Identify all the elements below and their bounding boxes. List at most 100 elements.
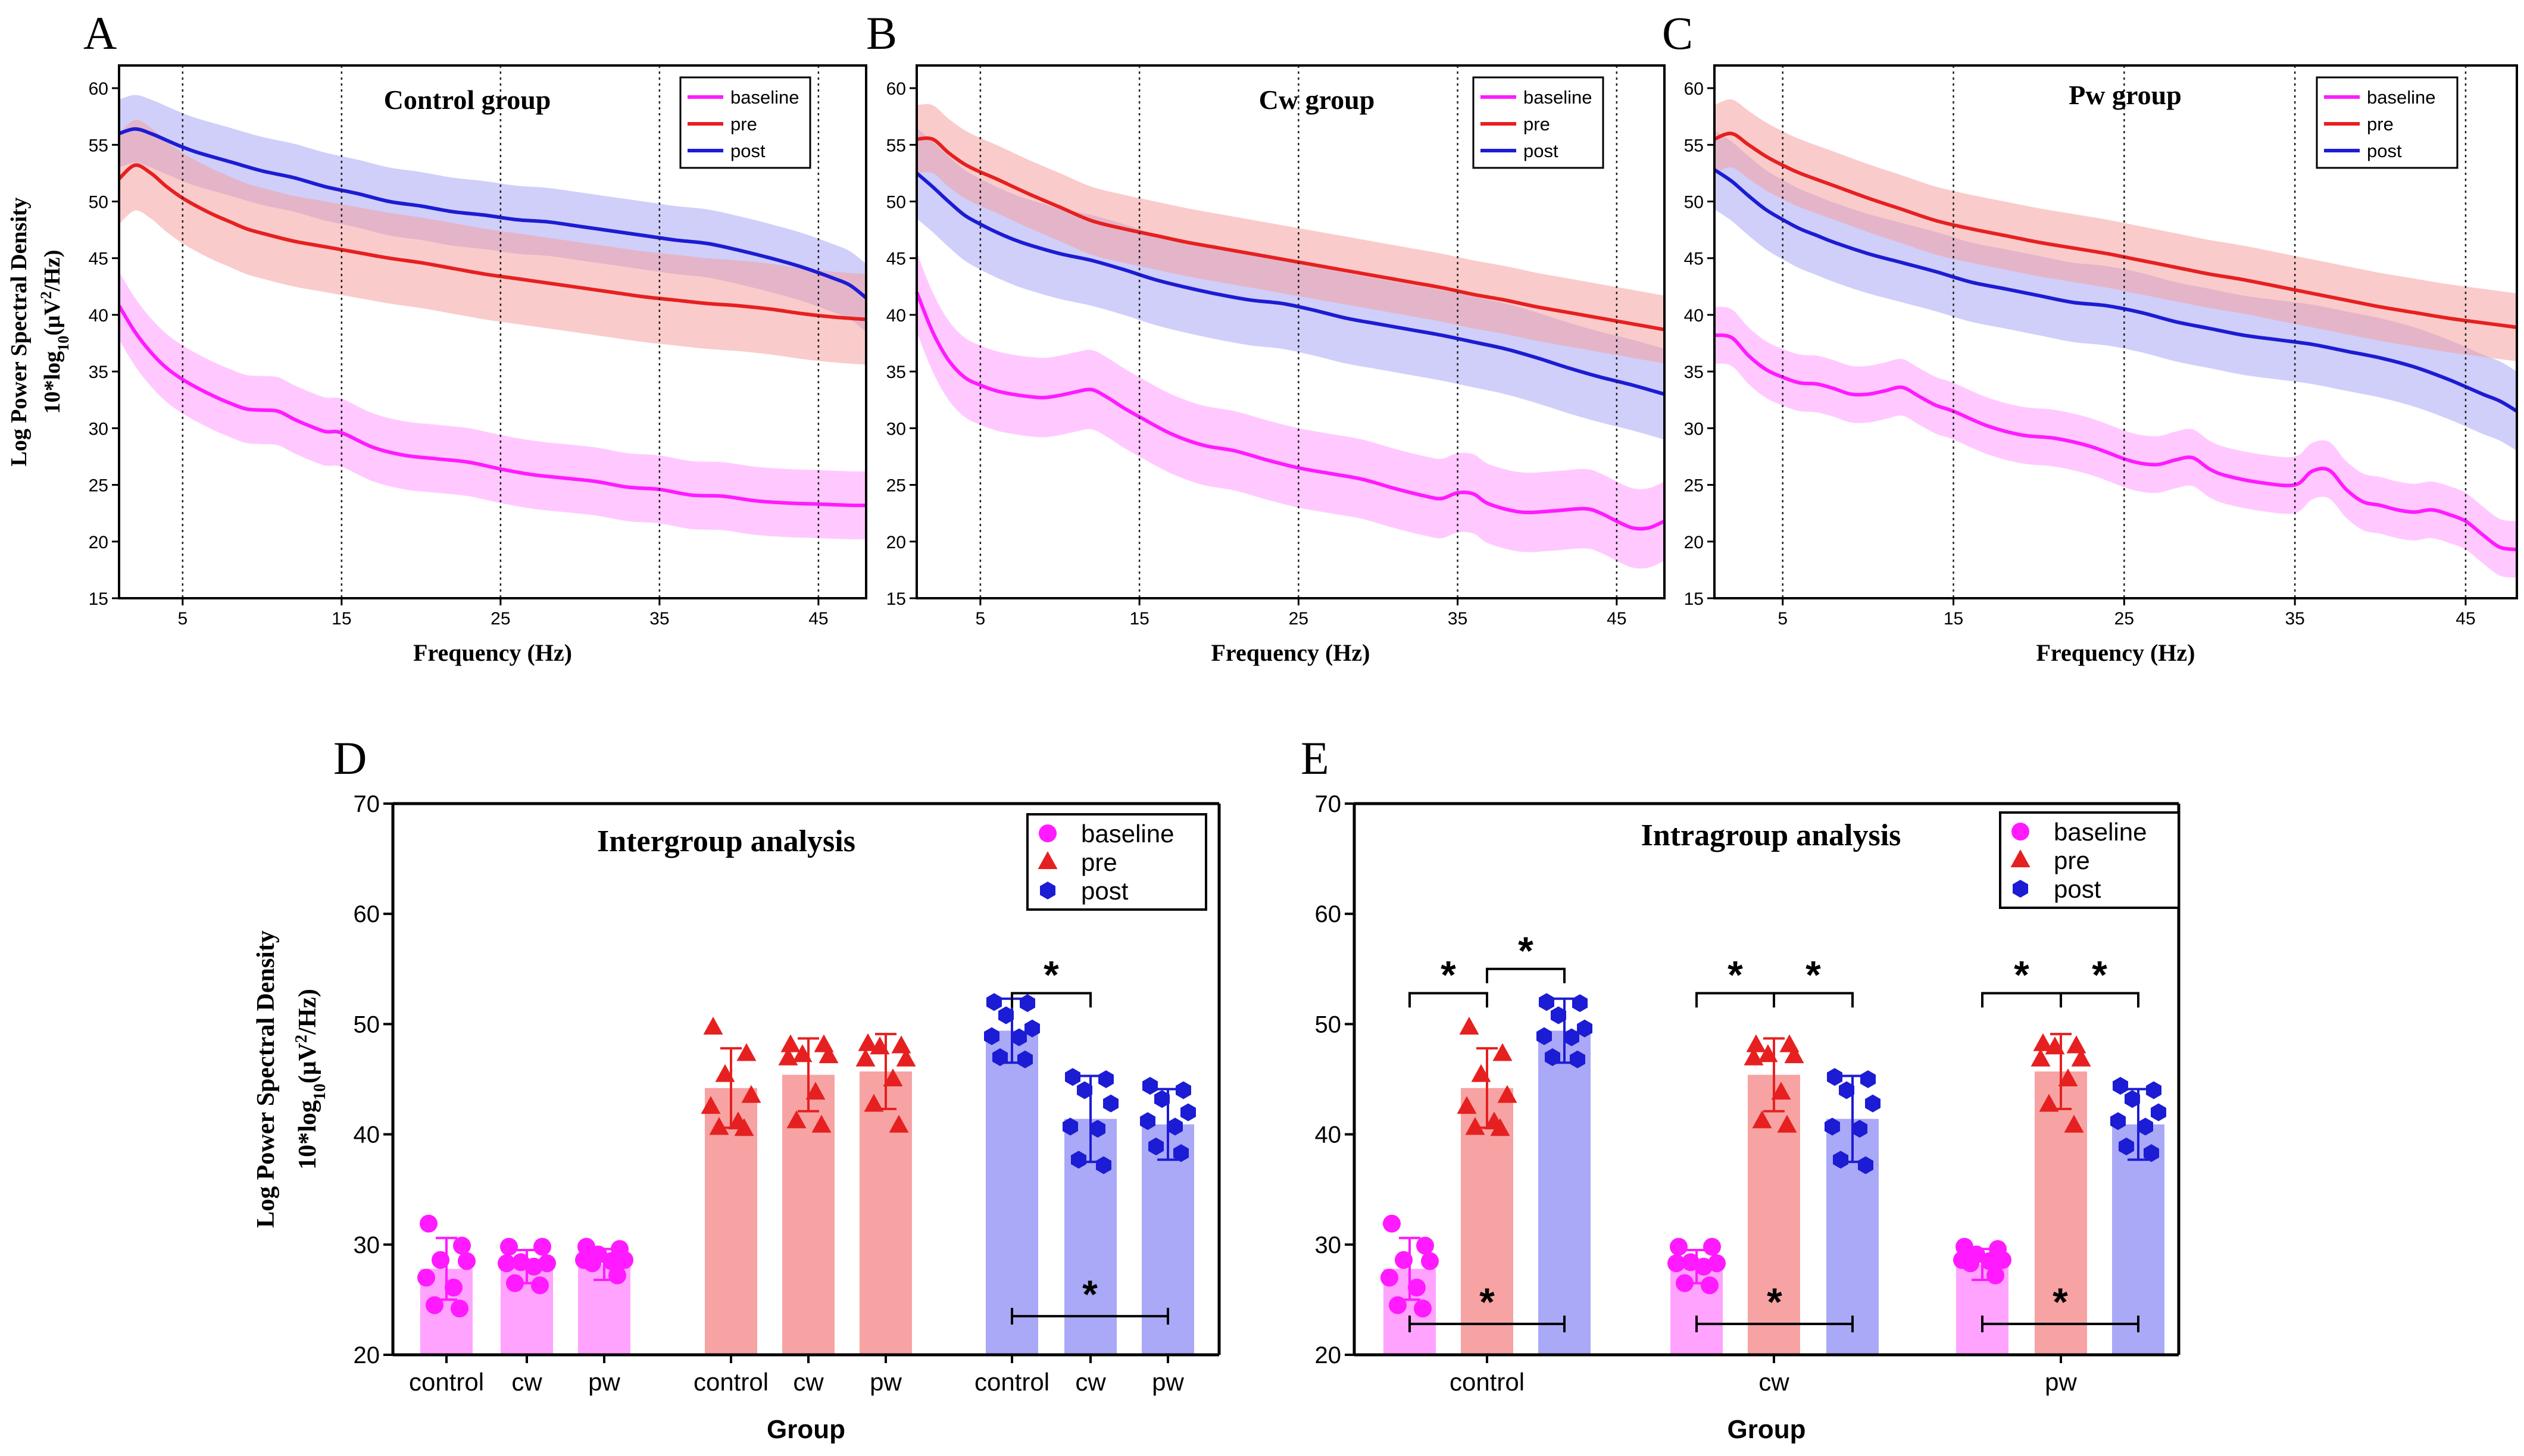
post-data-point: [1103, 1094, 1119, 1113]
pre-data-point: [1459, 1016, 1479, 1035]
x-tick-label: pw: [588, 1368, 620, 1396]
post-data-point: [1063, 1117, 1078, 1136]
y-tick-label: 50: [1315, 1011, 1342, 1038]
post-data-point: [1142, 1077, 1158, 1095]
post-data-point: [1098, 1070, 1114, 1088]
x-axis-label: Group: [767, 1415, 845, 1444]
post-data-point: [1167, 1117, 1183, 1136]
baseline-confidence-band: [1714, 307, 2517, 578]
pre-data-point: [1771, 1082, 1791, 1100]
post-data-point: [1154, 1090, 1170, 1108]
y-tick-label: 50: [354, 1011, 380, 1038]
y-tick-label: 70: [1315, 791, 1342, 817]
post-data-point: [1065, 1068, 1080, 1086]
pre-legend-swatch: [2010, 849, 2031, 867]
post-data-point: [1564, 1028, 1579, 1046]
pre-data-point: [734, 1118, 754, 1136]
post-legend-label: post: [730, 140, 766, 161]
post-line: [916, 171, 1665, 396]
y-axis-label-units: 10*log10(μV2/Hz): [38, 250, 72, 414]
post-data-point: [1577, 1019, 1592, 1038]
post-data-point: [1833, 1151, 1848, 1169]
y-tick-label: 55: [1684, 136, 1704, 155]
y-tick-label: 50: [89, 193, 108, 213]
pre-data-point: [1752, 1110, 1772, 1129]
x-axis-label: Frequency (Hz): [2036, 639, 2195, 666]
y-tick-label: 50: [1684, 193, 1704, 213]
baseline-data-point: [500, 1238, 518, 1256]
baseline-line: [117, 305, 867, 508]
baseline-data-point: [1994, 1251, 2011, 1269]
legend-box: [1999, 811, 2180, 909]
x-tick-label: 15: [1944, 609, 1963, 629]
y-tick-label: 40: [89, 306, 108, 326]
baseline-data-point: [458, 1252, 476, 1270]
baseline-data-point: [602, 1252, 620, 1270]
post-data-point: [2125, 1090, 2140, 1108]
x-tick-label: pw: [1152, 1368, 1184, 1396]
significance-marker: *: [1695, 953, 1775, 1008]
x-tick-label: 35: [1448, 609, 1467, 629]
post-data-point: [2138, 1117, 2153, 1136]
pre-error-bar: [2050, 1033, 2072, 1111]
pre-data-point: [780, 1034, 801, 1052]
plot-frame: [916, 64, 1666, 599]
pre-data-point: [701, 1096, 721, 1114]
post-line: [1713, 168, 2518, 413]
y-tick-label: 40: [886, 306, 906, 326]
y-tick-label: 45: [89, 249, 108, 269]
pre-error-bar: [875, 1033, 896, 1111]
post-data-point: [1539, 993, 1554, 1011]
significance-marker: *: [1695, 1280, 1854, 1333]
baseline-data-point: [1986, 1266, 2004, 1285]
x-tick-label: control: [409, 1368, 484, 1396]
baseline-data-point: [1701, 1276, 1719, 1295]
x-tick-label: control: [974, 1368, 1049, 1396]
x-tick-label: 45: [2456, 609, 2475, 629]
post-legend-label: post: [2054, 875, 2101, 903]
post-data-point: [1825, 1117, 1840, 1136]
chart-title: Intergroup analysis: [597, 824, 855, 858]
baseline-confidence-band: [917, 252, 1664, 569]
chart-title: Cw group: [1259, 85, 1375, 115]
post-data-point: [986, 993, 1002, 1011]
significance-star: *: [1518, 929, 1533, 973]
y-tick-label: 55: [89, 136, 108, 155]
legend-box: [1026, 813, 1207, 911]
post-data-point: [1572, 994, 1588, 1013]
x-tick-label: pw: [2045, 1368, 2077, 1396]
y-tick-label: 60: [89, 79, 108, 99]
pre-data-point: [2071, 1048, 2091, 1067]
baseline-data-point: [417, 1268, 435, 1287]
y-tick-label: 40: [1684, 306, 1704, 326]
post-data-point: [1024, 1019, 1040, 1038]
pre-data-point: [1744, 1047, 1764, 1066]
baseline-data-point: [432, 1251, 449, 1269]
x-tick-label: control: [694, 1368, 769, 1396]
baseline-data-point: [1421, 1252, 1439, 1270]
y-axis-label-units: 10*log10(μV2/Hz): [292, 989, 329, 1170]
significance-star: *: [2053, 1280, 2068, 1324]
pre-data-point: [2031, 1048, 2051, 1067]
panel-c: 15 20 25 30 35 40 45 50 55 60 5 15 25 35 45 Frequency (…: [1662, 7, 2518, 666]
significance-marker: *: [1408, 953, 1488, 1008]
baseline-data-point: [506, 1274, 524, 1292]
baseline-data-point: [533, 1238, 551, 1256]
x-tick-label: 5: [177, 609, 188, 629]
baseline-data-point: [616, 1251, 633, 1269]
y-tick-label: 30: [886, 419, 906, 439]
post-error-bar: [1554, 997, 1575, 1064]
post-data-point: [2113, 1077, 2128, 1095]
post-error-bar: [1842, 1074, 1863, 1163]
y-tick-label: 15: [1684, 589, 1704, 609]
y-tick-label: 55: [886, 136, 906, 155]
y-tick-label: 15: [89, 589, 108, 609]
x-tick-label: cw: [1758, 1368, 1789, 1396]
baseline-data-point: [1676, 1274, 1694, 1292]
y-tick-label: 20: [1315, 1342, 1342, 1368]
baseline-data-point: [525, 1257, 543, 1276]
x-tick-label: cw: [793, 1368, 824, 1396]
